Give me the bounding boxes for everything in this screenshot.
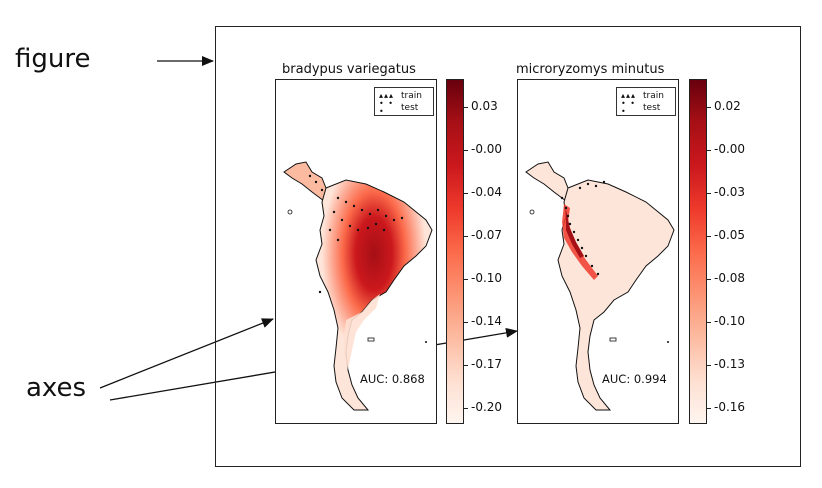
panel-2-auc: AUC: 0.994 xyxy=(602,372,667,386)
colorbar-tick-mark xyxy=(707,150,711,151)
colorbar-tick-label: -0.16 xyxy=(714,400,746,414)
legend-train-label: train xyxy=(401,91,422,101)
figure-label: figure xyxy=(15,44,91,74)
colorbar-tick-mark xyxy=(707,408,711,409)
colorbar-tick-mark xyxy=(707,193,711,194)
colorbar-tick-label: -0.10 xyxy=(471,271,503,285)
colorbar-tick-label: -0.14 xyxy=(471,314,503,328)
colorbar-tick-label: -0.05 xyxy=(714,228,746,242)
colorbar-tick-label: -0.20 xyxy=(471,400,503,414)
colorbar-tick-mark xyxy=(464,107,468,108)
colorbar-tick-label: -0.00 xyxy=(471,142,503,156)
panel-2-axes: ▴▴▴ train • • • test AUC: 0.994 xyxy=(517,79,679,424)
colorbar-tick-label: -0.04 xyxy=(471,185,503,199)
colorbar-tick-mark xyxy=(464,236,468,237)
train-marker-icon: ▴▴▴ xyxy=(379,91,395,100)
legend-train-label: train xyxy=(643,91,664,101)
colorbar-tick-mark xyxy=(464,408,468,409)
axes-label: axes xyxy=(26,373,87,403)
colorbar-tick-label: -0.13 xyxy=(714,357,746,371)
panel-2-colorbar xyxy=(689,79,707,424)
colorbar-tick-mark xyxy=(707,107,711,108)
colorbar-tick-label: -0.08 xyxy=(714,271,746,285)
panel-1-auc: AUC: 0.868 xyxy=(360,372,425,386)
test-marker-icon: • • • xyxy=(379,99,394,116)
panel-2-title: microryzomys minutus xyxy=(516,62,665,77)
colorbar-tick-label: 0.02 xyxy=(714,99,741,113)
colorbar-tick-mark xyxy=(707,279,711,280)
colorbar-tick-label: -0.00 xyxy=(714,142,746,156)
panel-1-legend: ▴▴▴ train • • • test xyxy=(374,87,434,116)
colorbar-tick-mark xyxy=(464,193,468,194)
colorbar-tick-label: -0.07 xyxy=(471,228,503,242)
colorbar-tick-mark xyxy=(707,236,711,237)
colorbar-tick-mark xyxy=(707,365,711,366)
colorbar-tick-mark xyxy=(464,150,468,151)
figure-frame xyxy=(215,26,801,467)
panel-1-axes: ▴▴▴ train • • • test AUC: 0.868 xyxy=(275,79,437,424)
panel-2-map xyxy=(525,161,675,411)
colorbar-tick-mark xyxy=(464,279,468,280)
colorbar-tick-mark xyxy=(464,365,468,366)
panel-1-title: bradypus variegatus xyxy=(282,62,416,77)
panel-2-legend: ▴▴▴ train • • • test xyxy=(616,87,676,116)
colorbar-tick-label: -0.17 xyxy=(471,357,503,371)
test-marker-icon: • • • xyxy=(621,99,636,116)
colorbar-tick-label: -0.03 xyxy=(714,185,746,199)
colorbar-tick-mark xyxy=(707,322,711,323)
colorbar-tick-label: -0.10 xyxy=(714,314,746,328)
legend-test-label: test xyxy=(401,103,419,113)
legend-test-label: test xyxy=(643,103,661,113)
colorbar-tick-mark xyxy=(464,322,468,323)
colorbar-tick-label: 0.03 xyxy=(471,99,498,113)
panel-1-colorbar xyxy=(446,79,464,424)
train-marker-icon: ▴▴▴ xyxy=(621,91,637,100)
axes-arrow-left xyxy=(99,318,274,389)
panel-1-map xyxy=(283,161,433,411)
